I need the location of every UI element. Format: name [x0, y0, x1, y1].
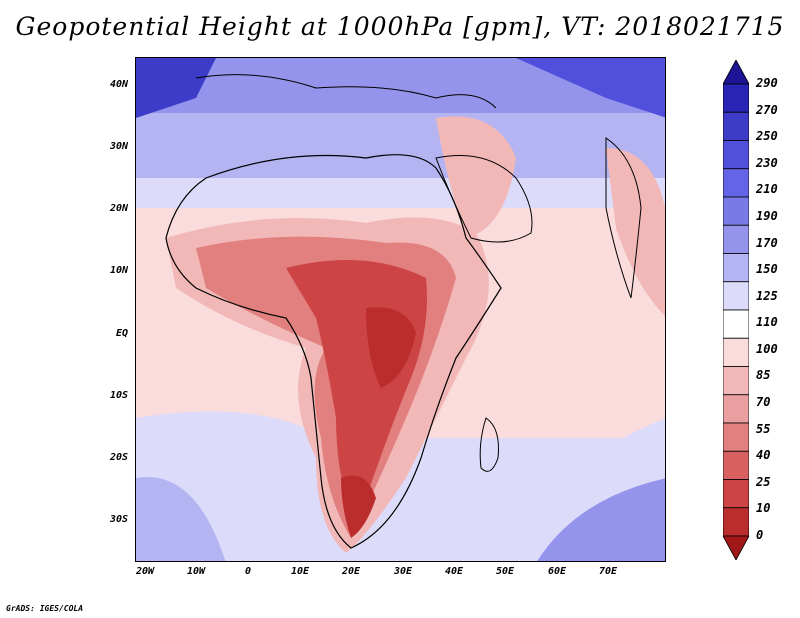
arabia-coastline: [435, 155, 533, 243]
lon-label-30e: 30E: [393, 566, 413, 577]
colorbar-segment: [723, 224, 749, 254]
colorbar-segment: [723, 507, 749, 537]
colorbar-label: 10: [756, 501, 771, 516]
colorbar-segment: [723, 196, 749, 226]
colorbar-segment: [723, 253, 749, 283]
lat-label-eq: EQ: [115, 328, 128, 339]
colorbar-label: 0: [756, 528, 764, 542]
lon-label-10e: 10E: [290, 566, 310, 577]
colorbar-segment: [723, 337, 749, 367]
arabia: [436, 116, 516, 238]
lon-label-70e: 70E: [598, 566, 618, 577]
map-plot-area[interactable]: [135, 57, 666, 562]
lon-label-40e: 40E: [444, 566, 464, 577]
colorbar-arrow-bottom: [723, 535, 749, 560]
colorbar-segment: [723, 168, 749, 198]
colorbar-label: 40: [756, 448, 771, 463]
colorbar-label: 250: [756, 129, 778, 144]
colorbar-segment: [723, 394, 749, 424]
southern-africa-core: [341, 475, 376, 538]
colorbar-label: 270: [756, 102, 778, 117]
lat-label-40n: 40N: [109, 79, 128, 90]
south-atlantic-high: [136, 477, 226, 561]
lat-label-20s: 20S: [109, 452, 128, 463]
colorbar-label: 25: [756, 474, 771, 489]
lat-label-10s: 10S: [109, 390, 128, 401]
lon-label-0: 0: [244, 566, 252, 577]
colorbar-label: 170: [756, 235, 778, 250]
lon-label-20e: 20E: [341, 566, 361, 577]
colorbar-label: 230: [756, 155, 778, 170]
colorbar-segment: [723, 83, 749, 113]
colorbar-label: 210: [756, 182, 778, 197]
lon-label-50e: 50E: [495, 566, 515, 577]
colorbar-label: 70: [756, 395, 771, 410]
indian-ocean-high: [537, 478, 665, 561]
colorbar-arrow-top: [723, 60, 749, 85]
colorbar-label: 100: [756, 341, 778, 356]
map-title: Geopotential Height at 1000hPa [gpm], VT…: [15, 12, 785, 41]
lon-label-60e: 60E: [547, 566, 567, 577]
lat-label-10n: 10N: [109, 265, 128, 276]
high-nw: [136, 58, 216, 118]
lat-label-30n: 30N: [109, 141, 128, 152]
lon-label-10w: 10W: [186, 566, 206, 577]
colorbar-segment: [723, 140, 749, 170]
high-ne: [516, 58, 665, 118]
colorbar-label: 150: [756, 262, 778, 277]
geopotential-height-map: [136, 58, 665, 561]
colorbar-label: 110: [756, 315, 778, 330]
colorbar-segment: [723, 366, 749, 396]
colorbar: [723, 60, 749, 560]
europe-coastline: [195, 74, 497, 109]
colorbar-segment: [723, 111, 749, 141]
colorbar-segment: [723, 309, 749, 339]
colorbar-segment: [723, 450, 749, 480]
lat-label-20n: 20N: [109, 203, 128, 214]
colorbar-label: 55: [756, 421, 771, 436]
india-coastline: [605, 137, 642, 299]
lat-label-30s: 30S: [109, 514, 128, 525]
credit-label: GrADS: IGES/COLA: [6, 604, 84, 613]
colorbar-label: 125: [756, 288, 778, 303]
madagascar-coastline: [479, 417, 499, 472]
colorbar-segment: [723, 479, 749, 509]
india: [606, 148, 665, 316]
colorbar-label: 85: [756, 368, 771, 383]
lon-label-20w: 20W: [135, 566, 155, 577]
colorbar-label: 290: [756, 76, 778, 90]
colorbar-label: 190: [756, 208, 778, 223]
colorbar-segment: [723, 422, 749, 452]
africa-core: [366, 307, 416, 388]
africa-coastline: [165, 154, 502, 549]
colorbar-segment: [723, 281, 749, 311]
